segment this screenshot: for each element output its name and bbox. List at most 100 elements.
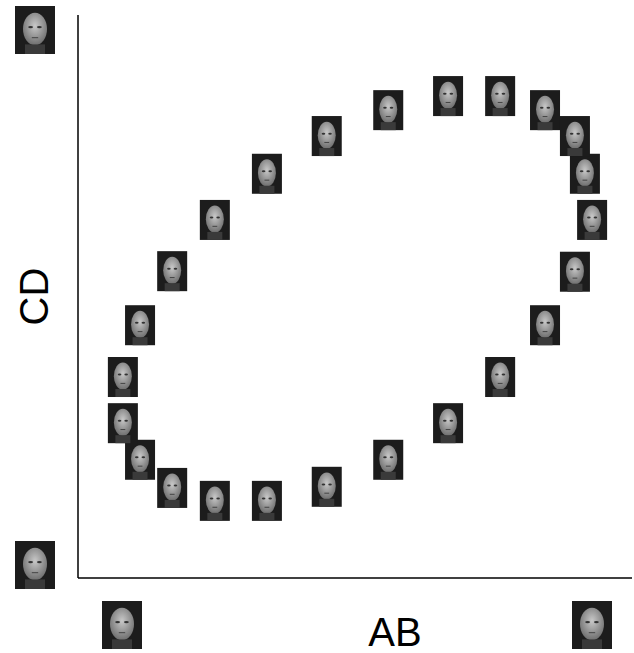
point (125, 440, 155, 480)
face-eye (576, 133, 580, 135)
face-neck (319, 148, 334, 156)
face-neck (25, 579, 45, 589)
face-head (114, 409, 132, 436)
face-bg (157, 468, 187, 508)
face-neck (567, 148, 582, 156)
face-eye (580, 170, 584, 172)
face-mouth (543, 116, 548, 117)
face-mouth (446, 102, 451, 103)
face-neck (493, 108, 508, 116)
face-eye (328, 483, 332, 485)
face-head (491, 363, 509, 390)
face-mouth (498, 383, 503, 384)
face-eye (585, 621, 590, 623)
x-axis (78, 577, 632, 579)
face-eye (570, 133, 574, 135)
face-eye (502, 93, 506, 95)
face-head (536, 311, 554, 338)
point (312, 116, 342, 156)
face-mouth (583, 180, 588, 181)
face-eye (210, 497, 214, 499)
face-head (318, 122, 336, 149)
face-eye (443, 93, 447, 95)
face-bg (102, 601, 142, 649)
point (560, 252, 590, 292)
face-bg (485, 76, 515, 116)
anchor-face (572, 601, 612, 649)
face-neck (165, 283, 180, 291)
face-mouth (543, 331, 548, 332)
face-neck (381, 472, 396, 480)
point (530, 305, 560, 345)
face-head (131, 445, 149, 472)
face-eye (547, 107, 551, 109)
face-bg (560, 116, 590, 156)
face-bg (560, 252, 590, 292)
face-mouth (170, 494, 175, 495)
face-mouth (32, 37, 38, 38)
face-eye (174, 485, 178, 487)
face-mouth (589, 632, 595, 633)
face-head (580, 608, 604, 641)
face-neck (115, 389, 130, 397)
face-neck (585, 232, 600, 240)
face-neck (207, 513, 222, 521)
point (560, 116, 590, 156)
point (485, 357, 515, 397)
face-head (536, 96, 554, 123)
face-eye (576, 268, 580, 270)
face-eye (586, 170, 590, 172)
face-mouth (120, 429, 125, 430)
chart: ABCD (0, 0, 634, 653)
face-mouth (386, 116, 391, 117)
face-mouth (573, 278, 578, 279)
face-neck (441, 108, 456, 116)
face-mouth (138, 466, 143, 467)
face-bg (108, 403, 138, 443)
face-eye (124, 374, 128, 376)
face-eye (268, 497, 272, 499)
face-bg (373, 440, 403, 480)
face-head (110, 608, 134, 641)
face-eye (124, 420, 128, 422)
point (108, 403, 138, 443)
face-head (379, 96, 397, 123)
face-bg (125, 440, 155, 480)
face-bg (312, 116, 342, 156)
face-eye (328, 133, 332, 135)
face-eye (594, 217, 598, 219)
face-bg (15, 6, 55, 54)
face-bg (433, 403, 463, 443)
face-bg (200, 481, 230, 521)
point (433, 403, 463, 443)
face-eye (443, 420, 447, 422)
point (373, 90, 403, 130)
face-bg (125, 305, 155, 345)
face-mouth (386, 466, 391, 467)
x-axis-title: AB (368, 610, 421, 653)
face-bg (15, 541, 55, 589)
face-neck (319, 499, 334, 507)
face-eye (450, 420, 454, 422)
face-eye (390, 107, 394, 109)
face-bg (373, 90, 403, 130)
face-eye (495, 374, 499, 376)
face-bg (530, 90, 560, 130)
face-mouth (324, 142, 329, 143)
face-bg (485, 357, 515, 397)
point (252, 481, 282, 521)
point (108, 357, 138, 397)
face-head (163, 474, 181, 501)
face-head (439, 82, 457, 109)
face-neck (441, 435, 456, 443)
face-bg (108, 357, 138, 397)
face-eye (210, 217, 214, 219)
face-mouth (265, 507, 270, 508)
face-neck (538, 122, 553, 130)
face-head (163, 257, 181, 284)
face-eye (37, 26, 42, 28)
face-head (576, 159, 594, 186)
face-eye (390, 456, 394, 458)
point (485, 76, 515, 116)
face-neck (493, 389, 508, 397)
